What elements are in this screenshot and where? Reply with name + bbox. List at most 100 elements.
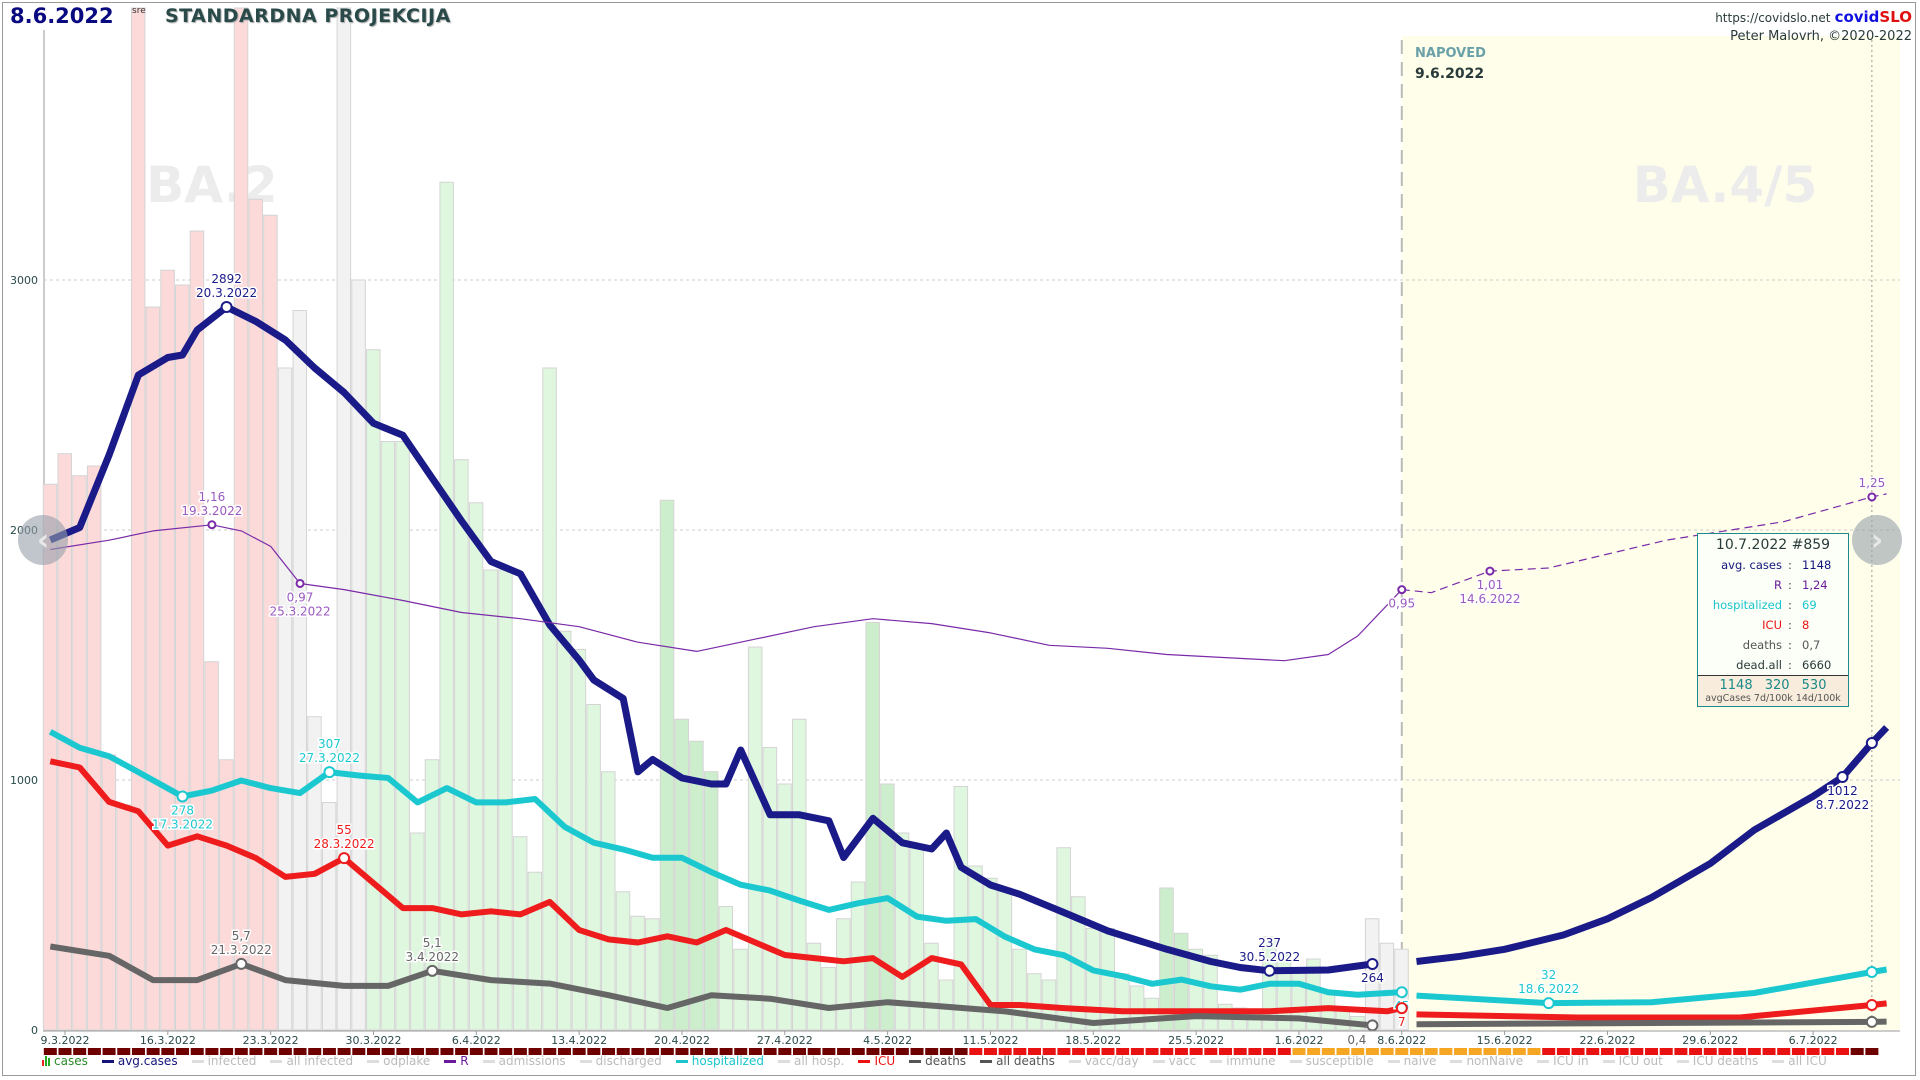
cases-bar (512, 836, 528, 1031)
legend-item[interactable]: odplake (367, 1054, 430, 1068)
deaths-point-marker[interactable] (1366, 1019, 1379, 1032)
legend-item[interactable]: vacc (1152, 1054, 1196, 1068)
status-square (131, 1048, 145, 1055)
tooltip-row: deaths:0,7 (1698, 635, 1848, 655)
r-point-marker[interactable] (1485, 566, 1495, 576)
status-square (176, 1048, 190, 1055)
tooltip-colon: : (1788, 558, 1792, 572)
status-square (1659, 1048, 1673, 1055)
cases-bar (894, 832, 910, 1031)
legend-label: immune (1226, 1054, 1276, 1068)
status-square (631, 1048, 645, 1055)
hosp-point-marker[interactable] (1395, 986, 1408, 999)
avg-point-marker[interactable] (220, 301, 233, 313)
status-square (910, 1048, 924, 1055)
x-tick-label: 22.6.2022 (1579, 1034, 1635, 1047)
status-square (602, 1048, 616, 1055)
legend-item[interactable]: discharged (579, 1054, 662, 1068)
prev-day-button[interactable]: ‹ (18, 515, 68, 565)
legend-item[interactable]: immune (1210, 1054, 1276, 1068)
r-point-marker[interactable] (1867, 492, 1877, 502)
avg-point-marker[interactable] (1263, 964, 1276, 977)
cases-bar (336, 7, 352, 1031)
annotation-date: 25.3.2022 (270, 604, 331, 618)
icu-point-marker[interactable] (1395, 1002, 1408, 1015)
cases-bar (836, 918, 851, 1031)
deaths-point-marker[interactable] (235, 957, 248, 970)
legend-item[interactable]: R (444, 1054, 469, 1068)
hosp-point-marker[interactable] (176, 790, 189, 803)
legend-label: odplake (383, 1054, 431, 1068)
tooltip-row: ICU:8 (1698, 615, 1848, 635)
legend-swatch (1602, 1059, 1615, 1063)
legend-item[interactable]: avg.cases (101, 1054, 178, 1068)
cases-bar (424, 759, 440, 1031)
legend-item[interactable]: admissions (482, 1054, 566, 1068)
annotation-date: 21.3.2022 (211, 943, 272, 957)
next-day-button[interactable]: › (1852, 515, 1902, 565)
tooltip-colon: : (1788, 658, 1792, 672)
legend-item[interactable]: cases (42, 1054, 88, 1068)
avg-point-marker[interactable] (1865, 737, 1878, 749)
legend-item[interactable]: deaths (909, 1054, 966, 1068)
chevron-left-icon: ‹ (36, 522, 50, 558)
status-square (1865, 1048, 1879, 1055)
status-strip (43, 1048, 1879, 1055)
status-square (499, 1048, 513, 1055)
hosp-point-marker[interactable] (323, 766, 336, 779)
status-square (734, 1048, 748, 1055)
legend-item[interactable]: all infected (270, 1054, 353, 1068)
status-square (1233, 1048, 1247, 1055)
site-url[interactable]: https://covidslo.net (1715, 11, 1831, 25)
status-square (748, 1048, 762, 1055)
y-tick-label: 3000 (10, 274, 38, 287)
status-square (322, 1048, 336, 1055)
deaths-point-marker[interactable] (1865, 1015, 1878, 1028)
status-square (1424, 1048, 1438, 1055)
legend-item[interactable]: ICU in (1537, 1054, 1589, 1068)
avg-point-marker[interactable] (1366, 958, 1379, 970)
cases-bar (263, 214, 278, 1031)
r-point-marker[interactable] (1397, 585, 1407, 595)
legend-item[interactable]: all ICU (1772, 1054, 1827, 1068)
r-point-marker[interactable] (207, 520, 217, 530)
status-square (1674, 1048, 1688, 1055)
legend-item[interactable]: vacc/day (1068, 1054, 1139, 1068)
tooltip-footer: 1148 320 530 avgCases 7d/100k 14d/100k (1698, 675, 1848, 706)
legend-item[interactable]: all deaths (980, 1054, 1055, 1068)
legend-item[interactable]: naive (1387, 1054, 1436, 1068)
avg-point-marker[interactable] (1836, 771, 1849, 783)
status-square (264, 1048, 278, 1055)
legend-item[interactable]: nonNaive (1450, 1054, 1523, 1068)
legend-label: all hosp. (793, 1054, 845, 1068)
hosp-point-marker[interactable] (1542, 997, 1555, 1010)
legend-item[interactable]: infected (191, 1054, 256, 1068)
status-square (807, 1048, 821, 1055)
status-square (998, 1048, 1012, 1055)
tooltip-footer-caption: avgCases 7d/100k 14d/100k (1705, 693, 1841, 704)
annotation-value: 264 (1361, 971, 1384, 985)
hosp-point-marker[interactable] (1865, 966, 1878, 979)
tooltip: 10.7.2022 #859 avg. cases:1148 R:1,24 hosp… (1697, 533, 1849, 707)
icu-point-marker[interactable] (338, 852, 351, 865)
legend-item[interactable]: hospitalized (675, 1054, 764, 1068)
deaths-point-marker[interactable] (426, 964, 439, 977)
status-square (1189, 1048, 1203, 1055)
legend-item[interactable]: ICU deaths (1676, 1054, 1758, 1068)
cases-bar (982, 877, 998, 1031)
status-square (1130, 1048, 1144, 1055)
legend-item[interactable]: ICU (858, 1054, 895, 1068)
annotation-value: 5,7 (232, 929, 251, 943)
icu-point-marker[interactable] (1865, 999, 1878, 1011)
x-tick-label: 1.6.2022 (1274, 1034, 1323, 1047)
legend-swatch (1537, 1059, 1550, 1063)
x-tick-label: 9.3.2022 (41, 1034, 90, 1047)
legend-item[interactable]: susceptible (1289, 1054, 1374, 1068)
r-point-marker[interactable] (295, 578, 305, 588)
legend-item[interactable]: all hosp. (777, 1054, 845, 1068)
cases-bar (395, 441, 410, 1031)
legend-item[interactable]: ICU out (1602, 1054, 1663, 1068)
deaths-line (49, 943, 1373, 1029)
status-square (440, 1048, 454, 1055)
cases-bar (747, 646, 763, 1031)
